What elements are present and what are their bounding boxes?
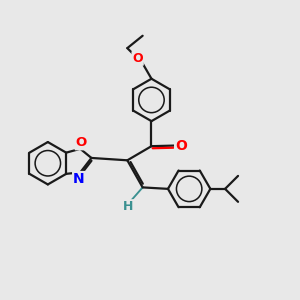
Text: O: O xyxy=(132,52,143,65)
Text: O: O xyxy=(175,139,187,153)
Text: N: N xyxy=(73,172,85,186)
Text: H: H xyxy=(123,200,134,213)
Text: O: O xyxy=(76,136,87,149)
